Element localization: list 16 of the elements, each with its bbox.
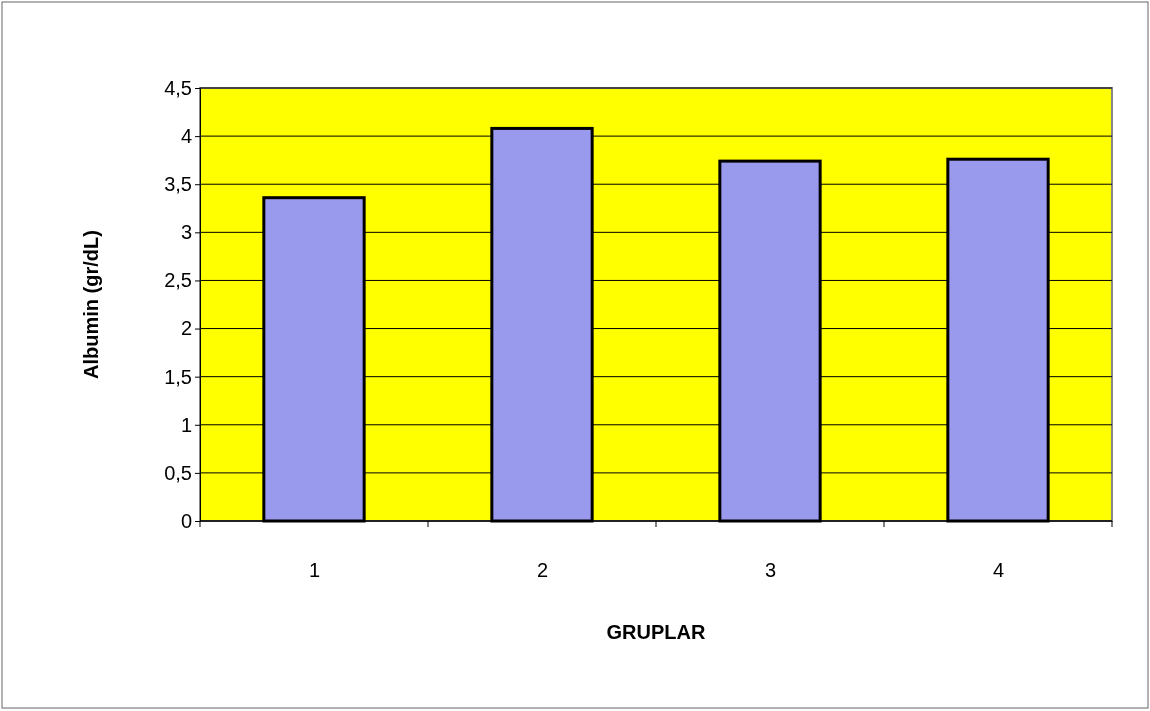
x-axis-title: GRUPLAR bbox=[606, 621, 706, 643]
x-tick-label: 3 bbox=[764, 559, 777, 582]
y-axis-title: Albumin (gr/dL) bbox=[80, 230, 102, 379]
y-tick-label: 4 bbox=[180, 125, 192, 148]
y-tick-label: 2,5 bbox=[164, 269, 192, 292]
x-tick-label: 2 bbox=[536, 559, 549, 582]
y-tick-label: 0,5 bbox=[164, 461, 192, 484]
y-tick-label: 1 bbox=[180, 413, 192, 436]
y-tick-label: 3 bbox=[180, 221, 192, 244]
y-tick-label: 4,5 bbox=[164, 76, 192, 99]
y-tick-label: 1,5 bbox=[164, 365, 192, 388]
y-tick-label: 0 bbox=[180, 509, 192, 532]
x-tick-label: 4 bbox=[992, 559, 1005, 582]
x-tick-label: 1 bbox=[308, 559, 321, 582]
y-tick-label: 3,5 bbox=[164, 173, 192, 196]
y-tick-label: 2 bbox=[180, 317, 192, 340]
